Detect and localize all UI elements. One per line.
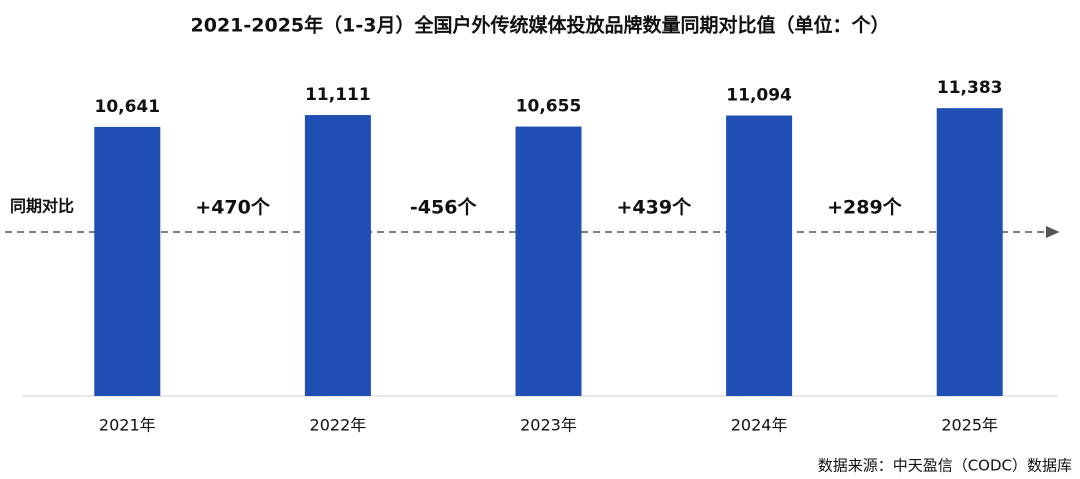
comparison-label: -456个 (410, 197, 478, 219)
value-label: 10,641 (94, 97, 160, 117)
x-tick-label: 2023年 (520, 416, 577, 435)
bar (94, 126, 161, 396)
source: 数据来源：中天盈信（CODC）数据库 (818, 457, 1072, 475)
value-label: 11,111 (305, 85, 371, 105)
value-label: 11,383 (937, 78, 1003, 98)
comparison-label: +470个 (195, 197, 271, 219)
x-tick-label: 2022年 (310, 416, 367, 435)
comparison-label: +289个 (827, 197, 903, 219)
x-tick-label: 2024年 (731, 416, 788, 435)
comparison-label: +439个 (617, 197, 693, 219)
x-tick-label: 2025年 (941, 416, 998, 435)
value-label: 11,094 (726, 85, 792, 105)
x-tick-label: 2021年 (99, 416, 156, 435)
comparison-title: 同期对比 (10, 197, 74, 216)
bar (304, 115, 371, 397)
chart-title: 2021-2025年（1-3月）全国户外传统媒体投放品牌数量同期对比值（单位：个… (191, 14, 890, 37)
bar (515, 126, 582, 396)
value-label: 10,655 (516, 97, 582, 117)
bar (726, 115, 793, 396)
bar (936, 108, 1003, 396)
